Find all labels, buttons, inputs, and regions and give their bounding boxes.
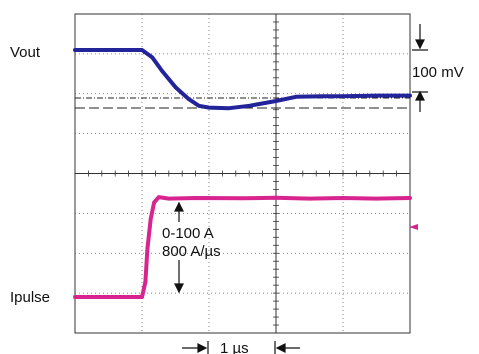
ipulse-label: Ipulse (10, 289, 50, 306)
pulse-arrows (174, 201, 184, 294)
trigger-marker-icon (409, 224, 418, 230)
pulse-amplitude-label: 0-100 A (162, 225, 214, 242)
vout-trace (73, 48, 412, 111)
time-scale-arrows (182, 341, 300, 354)
volt-scale-label: 100 mV (412, 64, 464, 81)
pulse-slew-label: 800 A/µs (162, 243, 221, 260)
graticule-grid (74, 13, 411, 334)
time-scale-label: 1 µs (220, 340, 249, 354)
ipulse-trace (73, 195, 412, 299)
vout-label: Vout (10, 44, 41, 61)
volt-scale-arrows (412, 24, 428, 112)
